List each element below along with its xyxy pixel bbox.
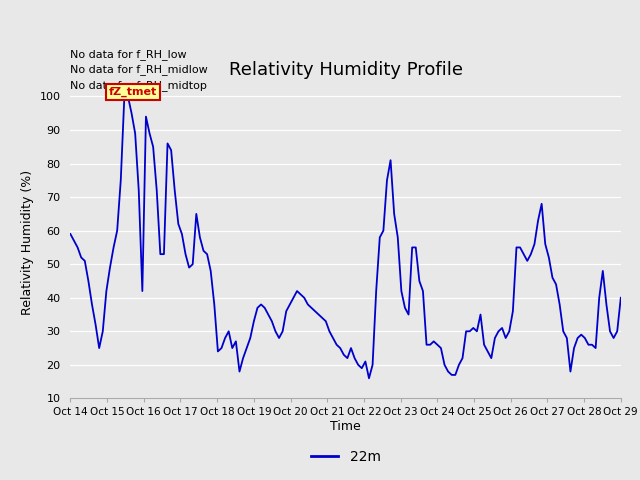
Title: Relativity Humidity Profile: Relativity Humidity Profile <box>228 61 463 79</box>
Legend: 22m: 22m <box>305 444 386 469</box>
Text: No data for f_RH_midlow: No data for f_RH_midlow <box>70 65 208 75</box>
X-axis label: Time: Time <box>330 420 361 433</box>
Text: No data for f_RH_midtop: No data for f_RH_midtop <box>70 80 207 91</box>
Text: fZ_tmet: fZ_tmet <box>109 87 157 97</box>
Y-axis label: Relativity Humidity (%): Relativity Humidity (%) <box>21 170 34 315</box>
Text: No data for f_RH_low: No data for f_RH_low <box>70 49 187 60</box>
